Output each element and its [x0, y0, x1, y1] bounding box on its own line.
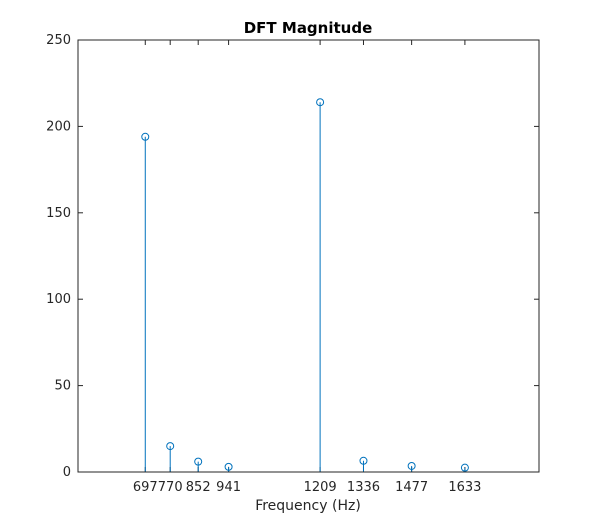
y-tick-label: 50	[54, 379, 71, 394]
stem-marker	[359, 456, 368, 465]
x-tick-label: 1336	[347, 480, 380, 495]
x-tick-label: 852	[186, 480, 211, 495]
stem-marker	[141, 132, 150, 141]
x-tick-label: 697	[133, 480, 158, 495]
y-tick-label: 150	[46, 206, 71, 221]
x-axis-label: Frequency (Hz)	[255, 498, 361, 514]
y-tick-label: 250	[46, 33, 71, 48]
x-tick-label: 941	[216, 480, 241, 495]
x-tick-label: 1477	[395, 480, 428, 495]
y-tick-label: 100	[46, 292, 71, 307]
y-axis-ticks: 0 50 100 150 200 250	[46, 33, 539, 480]
stem-marker	[166, 442, 175, 451]
plot-area-box	[77, 39, 540, 473]
stem-marker	[194, 457, 203, 466]
stem-series	[141, 98, 469, 472]
stem-marker	[224, 462, 233, 471]
stem-marker	[460, 463, 469, 472]
y-tick-label: 200	[46, 119, 71, 134]
x-tick-label: 1633	[448, 480, 481, 495]
x-tick-label: 1209	[304, 480, 337, 495]
y-tick-label: 0	[63, 465, 71, 480]
chart-title: DFT Magnitude	[244, 19, 373, 37]
x-axis-ticks: 697 770 852 941 1209 1336 1477 1633	[133, 40, 481, 495]
stem-marker	[316, 98, 325, 107]
stem-marker	[407, 461, 416, 470]
x-tick-label: 770	[158, 480, 183, 495]
